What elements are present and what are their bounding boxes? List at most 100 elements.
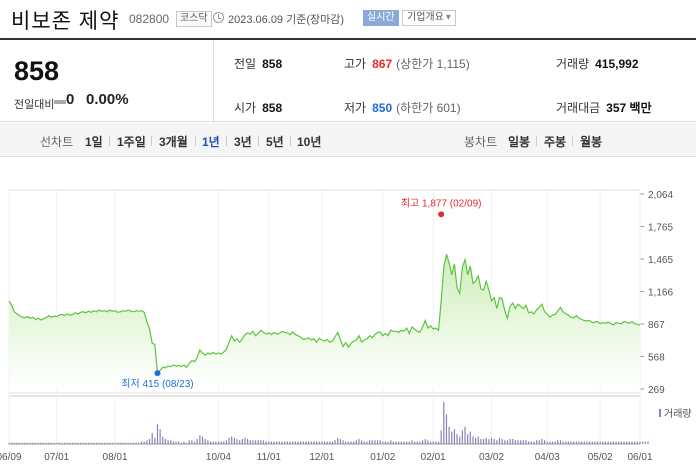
- volume-bar: [117, 442, 119, 444]
- volume-bar: [615, 441, 617, 444]
- volume-bar: [307, 441, 310, 444]
- volume-bar: [175, 441, 177, 444]
- volume-bar: [313, 441, 315, 444]
- volume-bar: [644, 441, 646, 444]
- open-label: 시가: [234, 101, 257, 115]
- price-area: [9, 254, 640, 389]
- volume-bar: [212, 441, 214, 444]
- volume-bar: [443, 402, 445, 444]
- volume-bar: [186, 442, 188, 444]
- volume-bar: [363, 441, 365, 444]
- volume-bar: [501, 439, 503, 444]
- tab-3m[interactable]: 3개월: [159, 135, 188, 149]
- volume-bar: [345, 441, 347, 444]
- volume-bar: [416, 441, 418, 444]
- price-chart[interactable]: 2,064 1,765 1,465 1,166 867 568 269 06/09 07/01 0…: [0, 158, 696, 474]
- y-tick-label: 1,465: [648, 255, 673, 266]
- clock-icon: [213, 12, 224, 23]
- x-tick-label: 06/01: [627, 452, 652, 463]
- tab-weekly[interactable]: 주봉: [544, 135, 567, 149]
- chart-tabs: 선차트 1일 1주일 3개월 1년 3년 5년 10년 봉차트 일봉 주봉 월봉: [0, 123, 696, 157]
- volume-bar: [191, 440, 193, 444]
- volume-bar: [533, 441, 535, 444]
- x-tick-label: 05/02: [588, 452, 613, 463]
- tab-daily[interactable]: 일봉: [508, 135, 531, 149]
- tab-1w[interactable]: 1주일: [117, 135, 146, 149]
- volume-bar: [21, 442, 23, 444]
- volume-bar: [170, 440, 172, 444]
- volume-bar: [278, 441, 281, 444]
- tab-1d[interactable]: 1일: [85, 135, 103, 149]
- open-price: 시가 858: [234, 99, 282, 116]
- prev-close-value: 858: [262, 57, 283, 71]
- volume-bar: [265, 441, 267, 444]
- volume-bar: [162, 436, 164, 444]
- volume-bar: [133, 442, 135, 444]
- tab-5y[interactable]: 5년: [266, 135, 284, 149]
- volume-bar: [512, 439, 514, 444]
- divider: [290, 136, 291, 146]
- volume-bar: [281, 441, 283, 444]
- volume-bar: [432, 441, 434, 444]
- volume-bar: [252, 440, 254, 444]
- volume-bar: [525, 440, 527, 444]
- volume-bar: [34, 442, 37, 444]
- volume-bar: [485, 437, 487, 444]
- volume-bar: [276, 441, 278, 444]
- volume-bar: [231, 436, 233, 444]
- volume-bar: [262, 440, 265, 444]
- tab-monthly[interactable]: 월봉: [580, 135, 603, 149]
- volume-bar: [72, 442, 74, 444]
- current-price-panel: 858 전일대비 0 0.00%: [0, 40, 214, 123]
- tab-3y[interactable]: 3년: [234, 135, 252, 149]
- divider: [151, 136, 152, 146]
- x-tick-label: 02/01: [421, 452, 446, 463]
- company-info-button[interactable]: 기업개요 ▾: [402, 10, 456, 26]
- volume-bar: [225, 440, 228, 444]
- volume-bar: [573, 441, 575, 444]
- volume-bar: [636, 441, 638, 444]
- volume-bar: [122, 442, 124, 444]
- candle-chart-label: 봉차트: [464, 135, 498, 149]
- volume-bar: [366, 441, 368, 444]
- low-label: 저가: [344, 101, 367, 115]
- volume-bar: [358, 439, 360, 444]
- tab-1y[interactable]: 1년: [202, 135, 220, 149]
- realtime-button[interactable]: 실시간: [363, 10, 399, 26]
- volume-bar: [424, 439, 426, 444]
- volume-bar: [300, 441, 302, 444]
- volume-bar: [411, 440, 413, 444]
- volume-bar: [111, 442, 113, 444]
- volume-bar: [323, 441, 326, 444]
- volume-bar: [631, 441, 633, 444]
- volume-bar: [496, 440, 498, 444]
- volume-bar: [79, 442, 82, 444]
- volume-bar: [480, 439, 482, 444]
- volume-bar: [140, 441, 143, 444]
- divider: [258, 136, 259, 146]
- company-info-label: 기업개요: [407, 12, 444, 23]
- volume-bar: [618, 441, 620, 444]
- volume-bar: [384, 441, 387, 444]
- volume-bar: [196, 439, 198, 444]
- volume-bar: [451, 431, 453, 444]
- volume-bar: [42, 442, 45, 444]
- x-tick-label: 01/02: [370, 452, 395, 463]
- volume-bar: [119, 442, 121, 444]
- volume-bar: [387, 441, 389, 444]
- volume-bar: [379, 440, 381, 444]
- change-percent: 0.00%: [86, 91, 129, 108]
- volume-bar: [29, 442, 31, 444]
- tab-10y[interactable]: 10년: [297, 135, 322, 149]
- volume-bar: [95, 442, 98, 444]
- volume-bar: [305, 441, 307, 444]
- volume-bar: [58, 442, 60, 444]
- volume-bar: [559, 440, 562, 444]
- open-value: 858: [262, 101, 283, 115]
- volume-bar: [541, 439, 543, 444]
- chevron-down-icon: ▾: [445, 12, 451, 23]
- volume-bar: [215, 441, 217, 444]
- y-tick-label: 1,166: [648, 288, 673, 299]
- volume-bar: [178, 441, 180, 444]
- volume-bar: [400, 441, 402, 444]
